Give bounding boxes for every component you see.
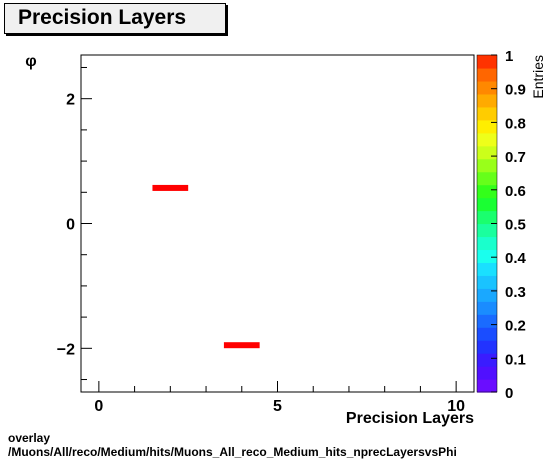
x-axis: 0 5 10 [94,381,465,415]
colorbar-band [477,301,497,315]
colorbar-band [477,340,497,354]
colorbar-band [477,171,497,186]
colorbar-band [477,366,497,380]
colorbar-band [477,353,497,367]
colorbar-band [477,262,497,276]
x-tick-label: 0 [94,398,103,415]
y-tick-label: 2 [66,92,75,109]
colorbar-band [477,184,497,199]
colorbar-band [477,67,497,82]
y-axis-title: φ [25,53,36,70]
colorbar-band [477,197,497,212]
colorbar-band [477,223,497,238]
colorbar-tick-label: 0.4 [505,250,527,267]
colorbar-tick-label: 0.3 [505,284,526,301]
colorbar-band [477,119,497,134]
y-axis: −2 0 2 [57,66,92,381]
colorbar-band [477,275,497,289]
heatmap-cell [223,342,260,349]
colorbar-tick-label: 0.7 [505,149,526,166]
colorbar-band [477,93,497,108]
color-scale: 0 0.1 0.2 0.3 0.4 0.5 0.6 0.7 0.8 0.9 1 [476,48,527,402]
colorbar-tick-label: 0.5 [505,217,526,234]
footer-path: /Muons/All/reco/Medium/hits/Muons_All_re… [8,445,457,459]
footer-label: overlay [8,431,51,445]
chart-title-box: Precision Layers [4,3,226,34]
colorbar-band [477,327,497,341]
colorbar-band [477,55,497,69]
colorbar-tick-label: 1 [505,48,513,65]
colorbar-band [477,210,497,225]
colorbar-band [477,158,497,173]
x-axis-title: Precision Layers [346,410,474,427]
colorbar-tick-label: 0 [505,385,513,402]
colorbar-tick-label: 0.8 [505,115,526,132]
colorbar-tick-label: 0.9 [505,82,526,99]
colorbar-tick-label: 0.6 [505,183,526,200]
x-tick-label: 5 [273,398,282,415]
colorbar-band [477,249,497,263]
colorbar-tick-label: 0.2 [505,318,526,335]
plot-frame [80,54,475,393]
colorbar-tick-label: 0.1 [505,351,526,368]
colorbar-title: Entries [530,55,546,99]
y-tick-label: −2 [57,341,75,358]
colorbar-band [477,145,497,160]
chart-title: Precision Layers [18,6,187,29]
heatmap-cells [152,184,260,349]
colorbar-band [477,236,497,251]
colorbar-band [477,314,497,328]
colorbar-band [477,80,497,95]
colorbar-band [477,379,497,393]
colorbar-band [477,288,497,302]
heatmap-cell [152,184,189,191]
y-tick-label: 0 [66,217,75,234]
colorbar-band [477,132,497,147]
x-tick-label: 10 [447,398,465,415]
colorbar-band [477,106,497,121]
